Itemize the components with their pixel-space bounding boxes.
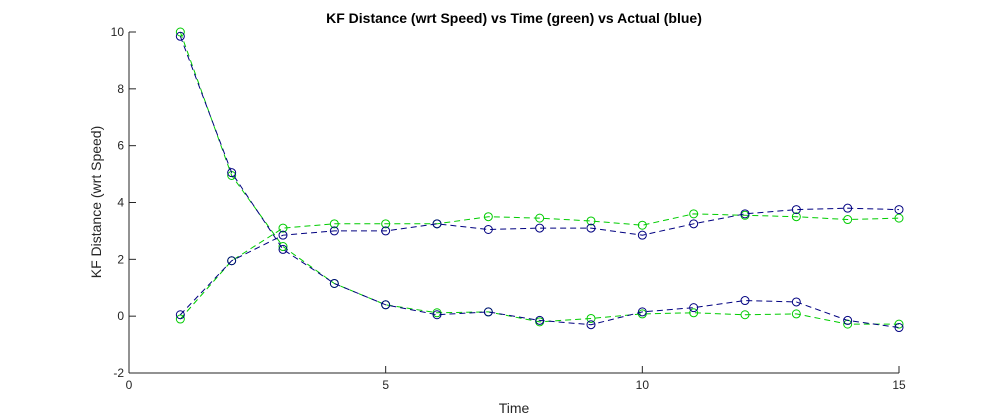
data-point xyxy=(432,310,442,320)
data-point xyxy=(637,220,647,230)
data-point xyxy=(637,230,647,240)
series-3-line xyxy=(179,36,900,329)
data-point xyxy=(843,215,853,225)
data-point xyxy=(791,212,801,222)
y-tick-label: 6 xyxy=(117,139,124,153)
data-point xyxy=(843,203,853,213)
series-1-line xyxy=(179,31,899,325)
data-point xyxy=(278,223,288,233)
data-point xyxy=(432,219,442,229)
data-point xyxy=(483,307,493,317)
data-point xyxy=(381,226,391,236)
data-point xyxy=(740,310,750,320)
data-point xyxy=(278,230,288,240)
data-point xyxy=(689,219,699,229)
y-tick-label: 0 xyxy=(117,309,124,323)
data-point xyxy=(894,205,904,215)
x-tick-label: 10 xyxy=(636,378,650,392)
data-point xyxy=(894,213,904,223)
data-point xyxy=(740,209,750,219)
data-point xyxy=(483,212,493,222)
y-tick-label: 2 xyxy=(117,252,124,266)
data-point xyxy=(535,223,545,233)
x-axis-label: Time xyxy=(499,400,530,416)
data-point xyxy=(586,320,596,330)
data-point xyxy=(894,323,904,333)
data-point xyxy=(637,307,647,317)
data-point xyxy=(175,310,185,320)
data-point xyxy=(535,315,545,325)
x-tick-label: 5 xyxy=(382,378,389,392)
series-3 xyxy=(175,31,904,333)
data-point xyxy=(740,296,750,306)
data-point xyxy=(278,242,288,252)
data-point xyxy=(381,300,391,310)
data-point xyxy=(791,205,801,215)
y-tick-label: -2 xyxy=(113,366,124,380)
data-point xyxy=(586,223,596,233)
series-4 xyxy=(175,203,904,320)
data-point xyxy=(329,278,339,288)
data-point xyxy=(175,314,185,324)
data-point xyxy=(227,256,237,266)
data-point xyxy=(689,303,699,313)
data-point xyxy=(278,244,288,254)
data-point xyxy=(381,219,391,229)
x-tick-label: 15 xyxy=(892,378,906,392)
data-point xyxy=(483,224,493,234)
plot-area xyxy=(129,32,899,373)
data-point xyxy=(175,31,185,41)
data-point xyxy=(329,219,339,229)
data-point xyxy=(535,213,545,223)
series-layer xyxy=(175,27,904,333)
y-axis-label: KF Distance (wrt Speed) xyxy=(88,126,104,279)
x-tick-label: 0 xyxy=(126,378,133,392)
data-point xyxy=(227,168,237,178)
data-point xyxy=(843,315,853,325)
data-point xyxy=(586,216,596,226)
data-point xyxy=(791,297,801,307)
data-point xyxy=(586,313,596,323)
labels: KF Distance (wrt Speed) vs Time (green) … xyxy=(88,10,702,416)
data-point xyxy=(894,319,904,329)
y-tick-label: 8 xyxy=(117,82,124,96)
chart-title: KF Distance (wrt Speed) vs Time (green) … xyxy=(326,10,702,26)
data-point xyxy=(175,27,185,37)
y-tick-label: 10 xyxy=(111,25,125,39)
y-tick-label: 4 xyxy=(117,196,124,210)
data-point xyxy=(689,308,699,318)
series-4-line xyxy=(179,207,900,316)
series-2-line xyxy=(179,213,900,320)
data-point xyxy=(791,309,801,319)
data-point xyxy=(329,226,339,236)
data-point xyxy=(689,209,699,219)
